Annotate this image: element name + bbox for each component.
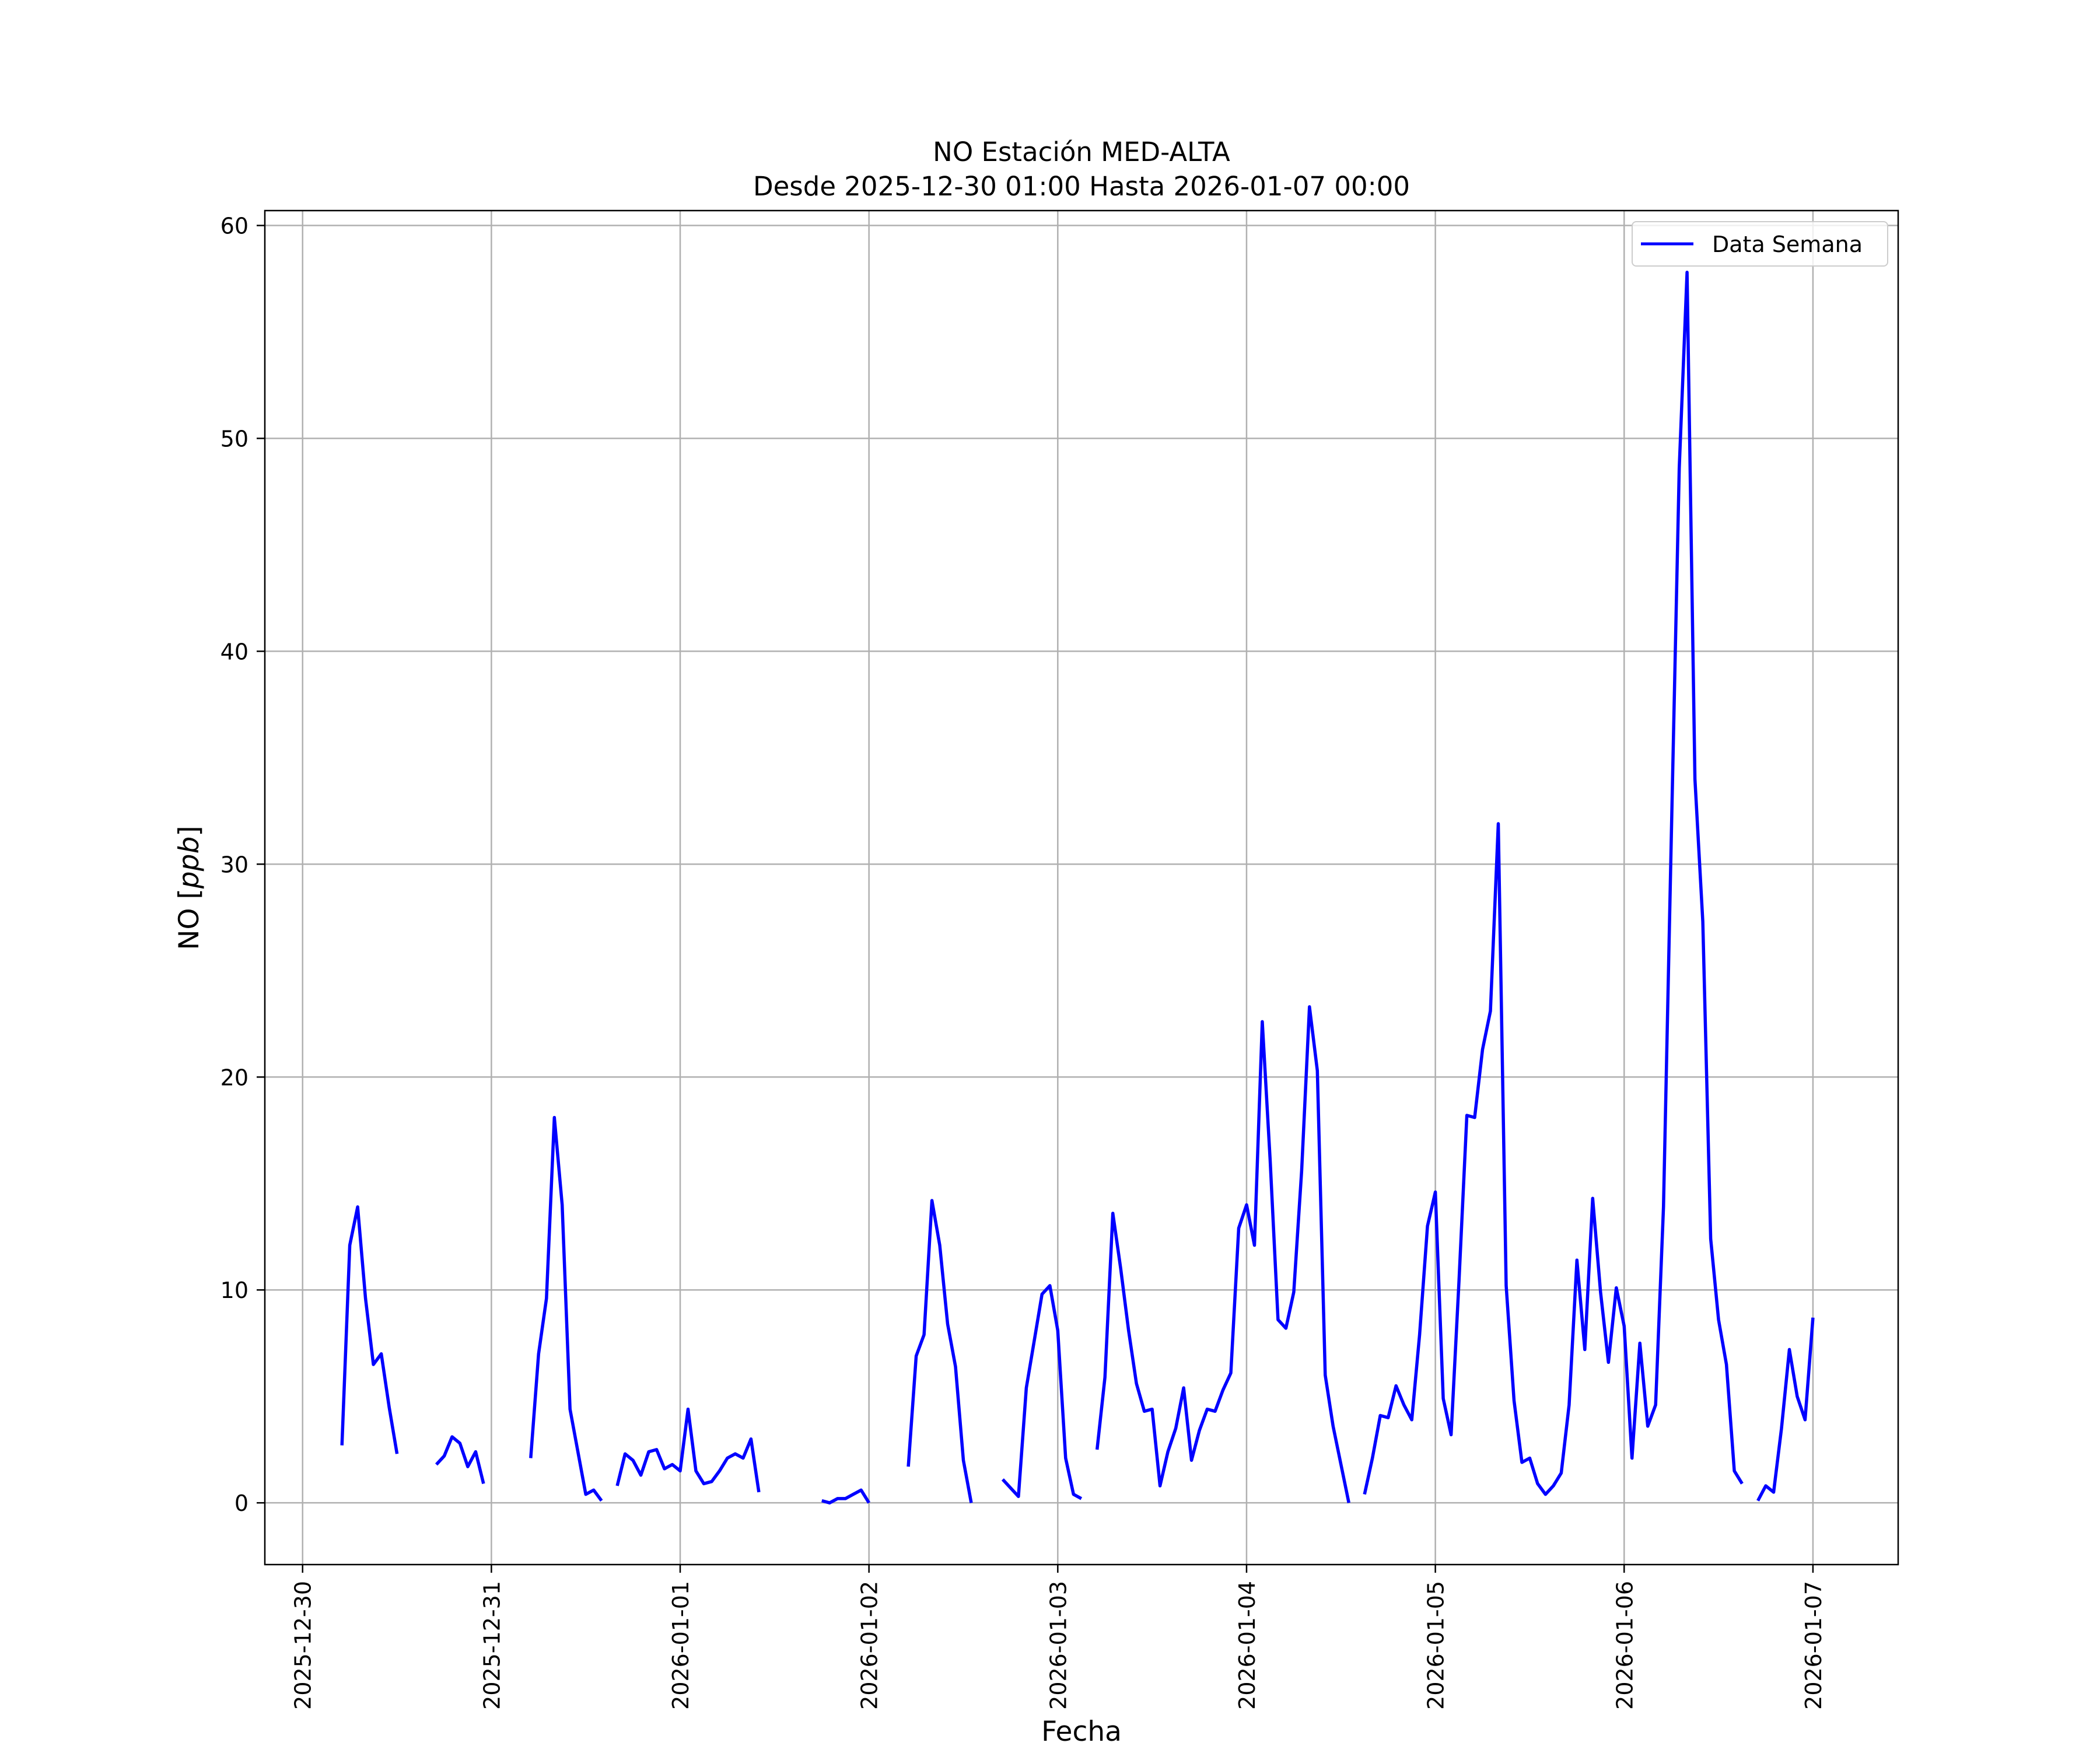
legend: Data Semana [1632, 221, 1888, 267]
legend-label: Data Semana [1712, 232, 1863, 257]
series-line-group [340, 271, 1815, 1504]
y-tick-label: 30 [220, 852, 249, 877]
x-tick-label: 2026-01-05 [1423, 1581, 1449, 1710]
series-line-segment [340, 1205, 399, 1454]
series-line-segment [1001, 1284, 1083, 1500]
y-axis-label: NO [ppb] [173, 825, 205, 950]
x-tick-label: 2026-01-01 [668, 1581, 694, 1710]
x-tick-label: 2025-12-31 [479, 1581, 505, 1710]
grid [265, 211, 1898, 1565]
y-tick-label: 50 [220, 426, 249, 452]
series-line-segment [1756, 1317, 1815, 1502]
y-tick-label: 20 [220, 1065, 249, 1090]
series-line-segment [1095, 1005, 1350, 1503]
x-tick-label: 2026-01-04 [1234, 1581, 1260, 1710]
axis-ticks: 2025-12-30 2025-12-31 2026-01-01 2026-01-02… [220, 214, 1826, 1710]
y-axis-label-prefix: NO [ [173, 888, 205, 950]
y-axis-label-unit: ppb [173, 837, 205, 890]
series-line-segment [1363, 271, 1744, 1496]
series-line-segment [615, 1407, 761, 1493]
chart-title-line2: Desde 2025-12-30 01:00 Hasta 2026-01-07 … [753, 171, 1410, 202]
x-tick-label: 2026-01-07 [1801, 1581, 1826, 1710]
y-tick-label: 0 [235, 1490, 249, 1516]
y-axis-label-suffix: ] [173, 825, 205, 836]
series-line-segment [435, 1435, 485, 1484]
x-tick-label: 2025-12-30 [290, 1581, 316, 1710]
chart-title-line1: NO Estación MED-ALTA [933, 137, 1230, 167]
x-tick-label: 2026-01-06 [1612, 1581, 1637, 1710]
y-tick-label: 10 [220, 1278, 249, 1303]
plot-frame [264, 209, 1899, 1566]
legend-box [1632, 221, 1888, 267]
x-axis-label: Fecha [1041, 1716, 1122, 1748]
y-tick-label: 60 [220, 214, 249, 239]
x-tick-label: 2026-01-02 [857, 1581, 883, 1710]
series-line-segment [821, 1488, 871, 1504]
series-line-segment [907, 1199, 973, 1503]
x-tick-label: 2026-01-03 [1045, 1581, 1071, 1710]
y-tick-label: 40 [220, 639, 249, 664]
series-line-segment [529, 1115, 603, 1502]
